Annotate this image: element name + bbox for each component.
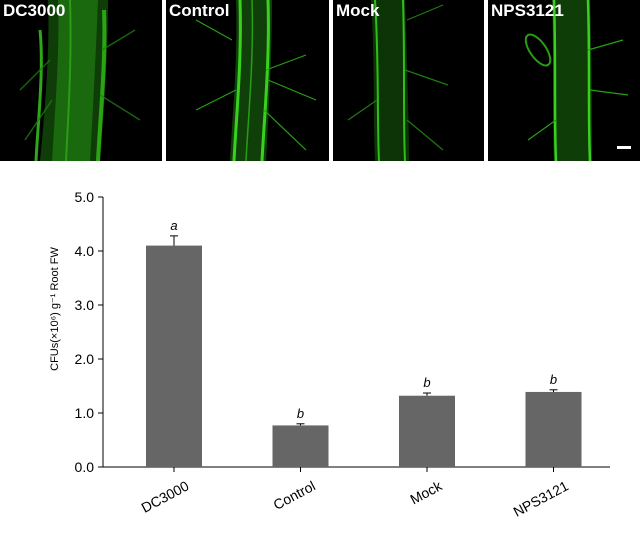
panel-label: NPS3121 — [491, 1, 564, 20]
y-axis-label: CFUs(×10⁶) g⁻¹ Root FW — [49, 247, 61, 371]
micrograph-panel-dc3000: DC3000 — [0, 0, 162, 161]
y-tick-label: 1.0 — [75, 405, 95, 421]
x-tick-label: Control — [271, 478, 318, 513]
x-tick-label: Mock — [407, 477, 445, 507]
root-image-mock — [333, 0, 484, 161]
y-tick-label: 5.0 — [75, 189, 95, 205]
axes: 0.0 1.0 2.0 3.0 4.0 5.0 — [75, 189, 610, 475]
significance-letter: b — [297, 406, 304, 421]
bar — [272, 425, 329, 467]
micrograph-panel-control: Control — [166, 0, 329, 161]
micrograph-panel-nps3121: NPS3121 — [488, 0, 640, 161]
root-image-control — [166, 0, 329, 161]
y-tick-label: 2.0 — [75, 351, 95, 367]
x-tick-label: NPS3121 — [510, 477, 571, 519]
root-image-dc3000 — [0, 0, 162, 161]
labels: a DC3000 b Control b Mock b NPS3121 — [139, 218, 572, 520]
significance-letter: a — [170, 218, 177, 233]
bar — [525, 391, 582, 467]
micrograph-panel-mock: Mock — [333, 0, 484, 161]
panel-label: DC3000 — [3, 1, 66, 20]
x-tick-label: DC3000 — [139, 477, 192, 515]
panel-label: Control — [169, 1, 230, 20]
bars — [146, 235, 582, 467]
bar — [399, 395, 455, 467]
panel-label: Mock — [336, 1, 380, 20]
bar — [146, 245, 202, 467]
significance-letter: b — [423, 375, 430, 390]
bar-chart: CFUs(×10⁶) g⁻¹ Root FW 0.0 1.0 2.0 3.0 4.0 5.… — [49, 189, 610, 520]
y-tick-label: 4.0 — [75, 243, 95, 259]
root-image-nps3121 — [488, 0, 640, 161]
significance-letter: b — [550, 372, 557, 387]
scale-bar — [617, 146, 631, 149]
y-tick-label: 3.0 — [75, 297, 95, 313]
y-tick-label: 0.0 — [75, 459, 95, 475]
